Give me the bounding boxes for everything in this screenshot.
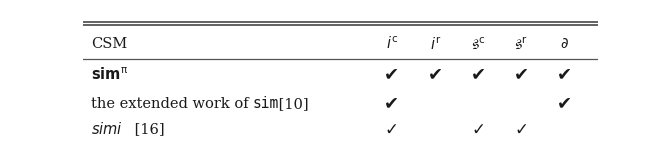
Text: ✓: ✓ (515, 120, 529, 138)
Text: sim$^{\mathsf{\pi}}$: sim$^{\mathsf{\pi}}$ (91, 66, 127, 83)
Text: [10]: [10] (274, 97, 309, 111)
Text: ✔: ✔ (471, 65, 486, 83)
Text: ✓: ✓ (471, 120, 485, 138)
Text: $\partial$: $\partial$ (560, 36, 568, 52)
Text: ✔: ✔ (384, 95, 399, 113)
Text: sim: sim (253, 96, 279, 111)
Text: $\mathit{simi}$: $\mathit{simi}$ (91, 121, 123, 137)
Text: the extended work of: the extended work of (91, 97, 253, 111)
Text: ✔: ✔ (556, 65, 572, 83)
Text: ✔: ✔ (428, 65, 443, 83)
Text: $\mathfrak{s}^{\sf r}$: $\mathfrak{s}^{\sf r}$ (515, 36, 529, 52)
Text: ✔: ✔ (514, 65, 529, 83)
Text: $i^{\sf c}$: $i^{\sf c}$ (386, 36, 398, 52)
Text: ✔: ✔ (384, 65, 399, 83)
Text: ✔: ✔ (556, 95, 572, 113)
Text: [16]: [16] (130, 122, 165, 136)
Text: CSM: CSM (91, 37, 127, 51)
Text: $\mathfrak{s}^{\sf c}$: $\mathfrak{s}^{\sf c}$ (471, 36, 485, 52)
Text: $i^{\sf r}$: $i^{\sf r}$ (430, 35, 441, 53)
Text: ✓: ✓ (385, 120, 398, 138)
